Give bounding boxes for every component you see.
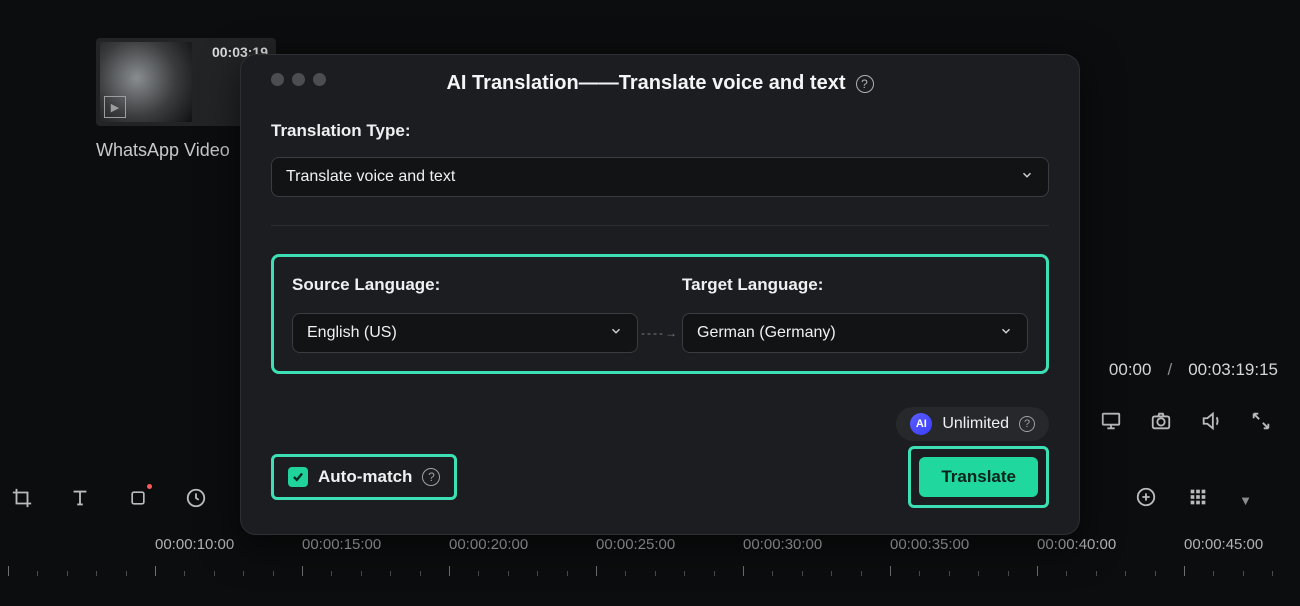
- timeline-label: 00:00:10:00: [155, 536, 302, 553]
- clip-type-icon: ▶: [104, 96, 126, 118]
- timeline-tools-right: ▼: [1135, 486, 1252, 514]
- time-separator: /: [1167, 360, 1172, 380]
- translation-type-label: Translation Type:: [271, 121, 1049, 141]
- timeline-ruler[interactable]: 00:00:10:0000:00:15:0000:00:20:0000:00:2…: [0, 536, 1300, 580]
- timeline-label: 00:00:30:00: [743, 536, 890, 553]
- ai-icon: AI: [910, 413, 932, 435]
- chevron-down-icon: [999, 324, 1013, 343]
- add-marker-icon[interactable]: [1135, 486, 1157, 514]
- timeline-label: 00:00:20:00: [449, 536, 596, 553]
- translation-type-select[interactable]: Translate voice and text: [271, 157, 1049, 197]
- crop-icon[interactable]: [10, 486, 34, 510]
- clip-filename-label: WhatsApp Video: [96, 140, 230, 161]
- arrow-right-icon: ----→: [638, 326, 682, 340]
- timeline-label: 00:00:25:00: [596, 536, 743, 553]
- minimize-icon[interactable]: [292, 73, 305, 86]
- total-time: 00:03:19:15: [1188, 360, 1278, 380]
- view-grid-icon[interactable]: [1187, 486, 1209, 514]
- timeline-label: 00:00:15:00: [302, 536, 449, 553]
- chevron-down-icon: [609, 324, 623, 343]
- ai-translation-dialog: AI Translation——Translate voice and text…: [240, 54, 1080, 535]
- volume-icon[interactable]: [1200, 410, 1222, 437]
- camera-icon[interactable]: [1150, 410, 1172, 437]
- player-toolbar: [1100, 410, 1272, 437]
- target-language-select[interactable]: German (Germany): [682, 313, 1028, 353]
- translate-button[interactable]: Translate: [919, 457, 1038, 497]
- shape-icon[interactable]: [126, 486, 150, 510]
- timeline-label: [8, 536, 155, 553]
- maximize-icon[interactable]: [313, 73, 326, 86]
- player-timecode: 00:00 / 00:03:19:15: [1109, 360, 1278, 380]
- source-language-value: English (US): [307, 324, 397, 342]
- timeline-tools-left: [10, 486, 208, 510]
- chevron-down-icon[interactable]: ▼: [1239, 493, 1252, 508]
- help-icon[interactable]: ?: [856, 75, 874, 93]
- help-icon[interactable]: ?: [422, 468, 440, 486]
- plan-text: Unlimited: [942, 415, 1009, 433]
- target-language-label: Target Language:: [682, 275, 1028, 295]
- language-selection-box: Source Language: Target Language: Englis…: [271, 254, 1049, 374]
- auto-match-label: Auto-match: [318, 467, 412, 487]
- help-icon[interactable]: ?: [1019, 416, 1035, 432]
- timeline-label: 00:00:40:00: [1037, 536, 1184, 553]
- current-time: 00:00: [1109, 360, 1152, 380]
- display-icon[interactable]: [1100, 410, 1122, 437]
- translation-type-value: Translate voice and text: [286, 168, 455, 186]
- dialog-title: AI Translation——Translate voice and text: [446, 72, 845, 95]
- text-icon[interactable]: [68, 486, 92, 510]
- chevron-down-icon: [1020, 168, 1034, 187]
- checkbox-checked-icon[interactable]: [288, 467, 308, 487]
- timeline-label: 00:00:45:00: [1184, 536, 1300, 553]
- close-icon[interactable]: [271, 73, 284, 86]
- section-divider: [271, 225, 1049, 226]
- translate-button-highlight: Translate: [908, 446, 1049, 508]
- source-language-label: Source Language:: [292, 275, 638, 295]
- auto-match-option[interactable]: Auto-match ?: [271, 454, 457, 500]
- history-icon[interactable]: [184, 486, 208, 510]
- timeline-label: 00:00:35:00: [890, 536, 1037, 553]
- fullscreen-icon[interactable]: [1250, 410, 1272, 437]
- plan-badge[interactable]: AI Unlimited ?: [896, 407, 1049, 441]
- target-language-value: German (Germany): [697, 324, 836, 342]
- source-language-select[interactable]: English (US): [292, 313, 638, 353]
